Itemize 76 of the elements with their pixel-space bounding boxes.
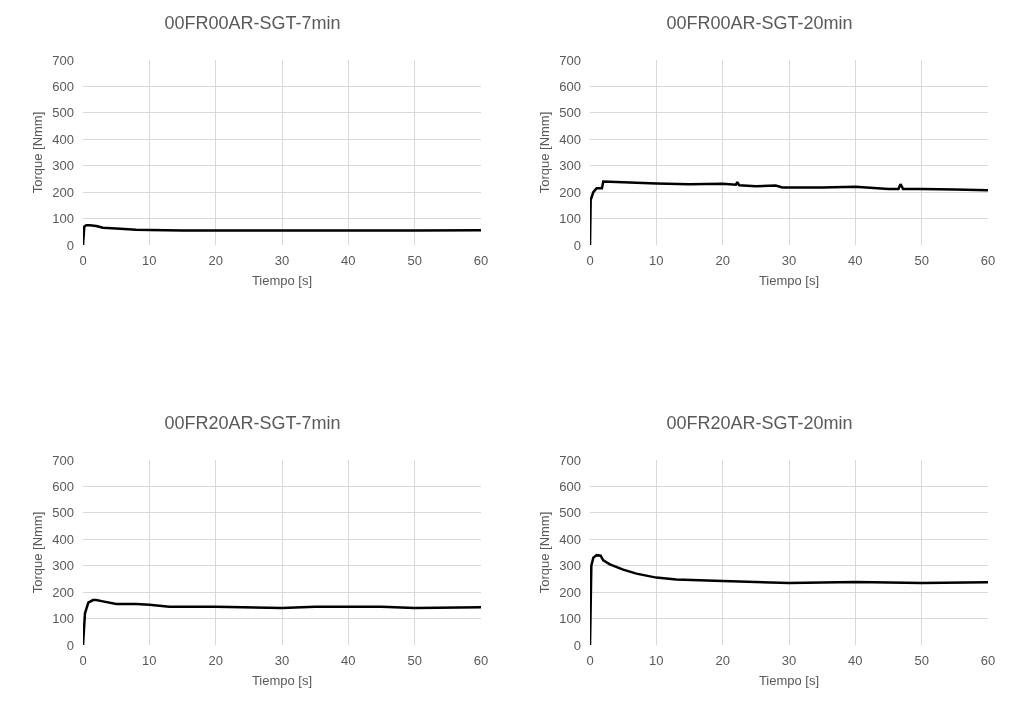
y-tick-label: 0: [573, 637, 581, 653]
y-tick-label: 300: [559, 158, 581, 174]
x-tick-label: 20: [208, 653, 223, 668]
x-tick-label: 40: [848, 253, 863, 268]
y-axis-title: Torque [Nmm]: [30, 511, 46, 594]
y-axis-title: Torque [Nmm]: [537, 511, 553, 594]
x-tick-label: 30: [781, 653, 797, 668]
x-tick-label: 60: [473, 653, 489, 668]
x-tick-label: 0: [586, 253, 594, 268]
y-tick-label: 200: [52, 184, 74, 200]
x-tick-label: 20: [208, 253, 223, 268]
x-axis-title: Tiempo [s]: [251, 672, 313, 688]
x-tick-label: 30: [274, 253, 290, 268]
y-tick-label: 700: [559, 52, 581, 68]
y-axis-title: Torque [Nmm]: [30, 111, 46, 194]
y-tick-label: 400: [559, 531, 581, 547]
x-tick-label: 40: [341, 253, 356, 268]
chart-title: 00FR00AR-SGT-20min: [666, 12, 853, 33]
chart-title: 00FR00AR-SGT-7min: [164, 12, 341, 33]
chart-title: 00FR20AR-SGT-20min: [666, 412, 853, 433]
y-tick-label: 0: [66, 237, 74, 253]
y-tick-label: 100: [559, 611, 581, 627]
y-tick-label: 600: [52, 478, 74, 494]
y-tick-label: 100: [559, 211, 581, 227]
y-tick-label: 0: [573, 237, 581, 253]
y-tick-label: 700: [52, 452, 74, 468]
y-tick-label: 400: [52, 131, 74, 147]
x-tick-label: 40: [848, 653, 863, 668]
line-series: [590, 553, 988, 645]
y-tick-label: 500: [559, 105, 581, 121]
line-series: [83, 223, 481, 245]
y-tick-label: 300: [559, 558, 581, 574]
x-axis-title: Tiempo [s]: [251, 272, 313, 288]
y-tick-label: 500: [52, 105, 74, 121]
x-tick-label: 50: [407, 253, 422, 268]
x-axis-title: Tiempo [s]: [758, 272, 820, 288]
y-tick-label: 300: [52, 558, 74, 574]
x-tick-label: 60: [473, 253, 489, 268]
y-tick-label: 600: [559, 478, 581, 494]
y-tick-label: 700: [52, 52, 74, 68]
y-tick-label: 200: [559, 184, 581, 200]
y-axis-title: Torque [Nmm]: [537, 111, 553, 194]
x-tick-label: 30: [781, 253, 797, 268]
y-tick-label: 200: [52, 584, 74, 600]
y-tick-label: 500: [559, 505, 581, 521]
y-tick-label: 600: [559, 78, 581, 94]
x-tick-label: 60: [980, 653, 996, 668]
y-tick-label: 200: [559, 584, 581, 600]
line-series: [590, 180, 988, 245]
x-tick-label: 10: [142, 253, 157, 268]
y-tick-label: 100: [52, 611, 74, 627]
chart-title: 00FR20AR-SGT-7min: [164, 412, 341, 433]
y-tick-label: 400: [559, 131, 581, 147]
x-tick-label: 20: [715, 253, 730, 268]
x-tick-label: 10: [649, 253, 664, 268]
x-tick-label: 0: [79, 253, 87, 268]
y-tick-label: 100: [52, 211, 74, 227]
x-tick-label: 50: [914, 653, 929, 668]
x-tick-label: 0: [79, 653, 87, 668]
y-tick-label: 400: [52, 531, 74, 547]
y-tick-label: 300: [52, 158, 74, 174]
y-tick-label: 700: [559, 452, 581, 468]
x-tick-label: 0: [586, 653, 594, 668]
x-tick-label: 30: [274, 653, 290, 668]
x-tick-label: 40: [341, 653, 356, 668]
x-tick-label: 50: [914, 253, 929, 268]
line-series: [83, 598, 481, 645]
x-tick-label: 50: [407, 653, 422, 668]
x-axis-title: Tiempo [s]: [758, 672, 820, 688]
x-tick-label: 60: [980, 253, 996, 268]
y-tick-label: 0: [66, 637, 74, 653]
x-tick-label: 20: [715, 653, 730, 668]
x-tick-label: 10: [142, 653, 157, 668]
y-tick-label: 600: [52, 78, 74, 94]
x-tick-label: 10: [649, 653, 664, 668]
y-tick-label: 500: [52, 505, 74, 521]
